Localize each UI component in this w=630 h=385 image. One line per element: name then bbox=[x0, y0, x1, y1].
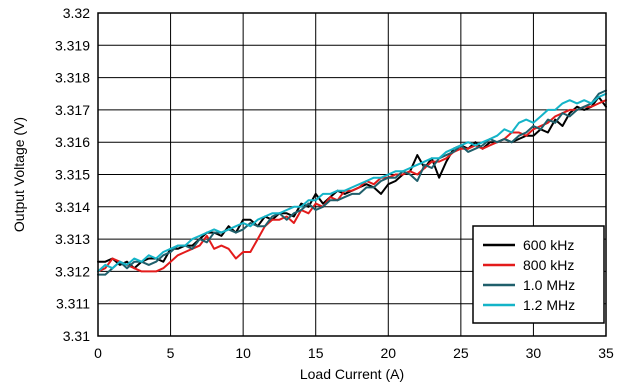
x-tick-label: 0 bbox=[94, 345, 102, 361]
y-tick-labels: 3.31 3.311 3.312 3.313 3.314 3.315 3.316 3.317 3… bbox=[55, 5, 90, 344]
y-tick-label: 3.314 bbox=[55, 199, 90, 215]
y-tick-label: 3.31 bbox=[63, 328, 90, 344]
x-tick-label: 5 bbox=[167, 345, 175, 361]
y-tick-label: 3.312 bbox=[55, 263, 90, 279]
plot-frame bbox=[97, 12, 607, 337]
x-tick-label: 15 bbox=[308, 345, 324, 361]
legend-label: 1.2 MHz bbox=[523, 297, 575, 313]
y-tick-label: 3.315 bbox=[55, 167, 90, 183]
x-tick-label: 25 bbox=[453, 345, 469, 361]
y-tick-label: 3.316 bbox=[55, 134, 90, 150]
y-tick-label: 3.311 bbox=[56, 296, 90, 312]
y-tick-label: 3.318 bbox=[55, 70, 90, 86]
legend-label: 800 kHz bbox=[523, 257, 574, 273]
x-tick-label: 30 bbox=[526, 345, 542, 361]
x-tick-labels: 0 5 10 15 20 25 30 35 bbox=[94, 345, 614, 361]
legend-label: 1.0 MHz bbox=[523, 277, 575, 293]
grid-lines bbox=[97, 12, 607, 337]
y-tick-label: 3.319 bbox=[55, 37, 90, 53]
y-tick-label: 3.32 bbox=[63, 5, 90, 21]
y-axis-title: Output Voltage (V) bbox=[11, 117, 27, 232]
series-line-3 bbox=[97, 92, 607, 273]
legend: 600 kHz 800 kHz 1.0 MHz 1.2 MHz bbox=[472, 225, 605, 324]
x-tick-label: 35 bbox=[598, 345, 614, 361]
x-tick-label: 10 bbox=[235, 345, 251, 361]
series-lines bbox=[97, 89, 607, 276]
legend-box bbox=[472, 225, 605, 324]
x-tick-label: 20 bbox=[380, 345, 396, 361]
x-axis-title: Load Current (A) bbox=[300, 366, 404, 382]
y-tick-label: 3.313 bbox=[55, 231, 90, 247]
y-tick-label: 3.317 bbox=[55, 102, 90, 118]
legend-label: 600 kHz bbox=[523, 237, 574, 253]
